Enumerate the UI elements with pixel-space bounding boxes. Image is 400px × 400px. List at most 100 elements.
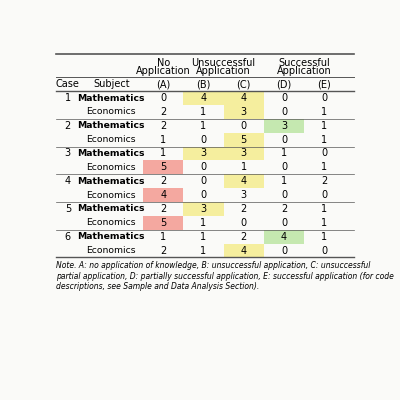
Text: Successful: Successful [278,58,330,68]
Text: Economics: Economics [86,135,136,144]
Text: 1: 1 [200,218,206,228]
Text: 0: 0 [281,246,287,256]
Text: Application: Application [196,66,251,76]
Text: 3: 3 [200,204,206,214]
Text: 0: 0 [281,135,287,145]
Text: 0: 0 [160,93,166,103]
Text: 1: 1 [321,232,328,242]
Text: 6: 6 [65,232,71,242]
Text: 3: 3 [241,148,247,158]
Text: 1: 1 [281,176,287,186]
Text: 1: 1 [321,162,328,172]
Text: 2: 2 [160,107,166,117]
Bar [224,174,264,188]
Text: 3: 3 [241,190,247,200]
Text: 1: 1 [281,148,287,158]
Text: 0: 0 [281,190,287,200]
Text: (A): (A) [156,79,170,89]
Bar [183,202,224,216]
Text: 0: 0 [200,176,206,186]
Text: (E): (E) [318,79,331,89]
Text: Subject: Subject [93,79,130,89]
Text: 4: 4 [65,176,71,186]
Text: 1: 1 [321,135,328,145]
Text: (B): (B) [196,79,211,89]
Bar [224,133,264,146]
Text: 1: 1 [200,232,206,242]
Text: 2: 2 [321,176,328,186]
Text: 4: 4 [241,93,247,103]
Text: 2: 2 [160,246,166,256]
Text: 1: 1 [200,121,206,131]
Text: 1: 1 [241,162,247,172]
Text: 2: 2 [160,204,166,214]
Text: 0: 0 [281,93,287,103]
Text: Economics: Economics [86,190,136,200]
Text: 0: 0 [200,135,206,145]
Text: Mathematics: Mathematics [78,94,145,102]
Text: 0: 0 [321,93,328,103]
Text: 1: 1 [200,107,206,117]
Text: Mathematics: Mathematics [78,232,145,241]
Text: 0: 0 [200,190,206,200]
Text: 1: 1 [321,218,328,228]
Text: No: No [156,58,170,68]
Text: 0: 0 [241,121,247,131]
Bar [224,244,264,258]
Text: 3: 3 [65,148,71,158]
Text: 4: 4 [281,232,287,242]
Text: 2: 2 [160,121,166,131]
Bar [224,105,264,119]
Text: Economics: Economics [86,163,136,172]
Bar [183,91,224,105]
Text: Mathematics: Mathematics [78,204,145,214]
Text: Mathematics: Mathematics [78,149,145,158]
Text: 2: 2 [160,176,166,186]
Text: 0: 0 [281,218,287,228]
Bar [264,119,304,133]
Bar [183,146,224,160]
Bar [143,188,183,202]
Text: 4: 4 [200,93,206,103]
Text: 3: 3 [241,107,247,117]
Text: Economics: Economics [86,246,136,255]
Bar [264,230,304,244]
Text: 2: 2 [281,204,287,214]
Text: 5: 5 [160,218,166,228]
Text: 1: 1 [160,232,166,242]
Text: 2: 2 [241,232,247,242]
Text: 1: 1 [160,148,166,158]
Text: Economics: Economics [86,218,136,227]
Text: 0: 0 [281,162,287,172]
Text: 1: 1 [160,135,166,145]
Text: 1: 1 [321,107,328,117]
Text: 1: 1 [200,246,206,256]
Text: 0: 0 [200,162,206,172]
Text: Unsuccessful: Unsuccessful [192,58,256,68]
Text: Application: Application [136,66,190,76]
Text: Note. A: no application of knowledge, B: unsuccessful application, C: unsuccessf: Note. A: no application of knowledge, B:… [56,261,394,291]
Text: 0: 0 [321,190,328,200]
Text: 2: 2 [241,204,247,214]
Text: Case: Case [56,79,80,89]
Text: 4: 4 [241,246,247,256]
Text: 0: 0 [321,148,328,158]
Text: Mathematics: Mathematics [78,177,145,186]
Text: (C): (C) [236,79,251,89]
Text: 0: 0 [241,218,247,228]
Bar [224,91,264,105]
Text: Application: Application [277,66,332,76]
Bar [224,146,264,160]
Text: 0: 0 [281,107,287,117]
Text: Mathematics: Mathematics [78,121,145,130]
Text: 5: 5 [65,204,71,214]
Text: 1: 1 [65,93,71,103]
Text: 4: 4 [160,190,166,200]
Text: 3: 3 [200,148,206,158]
Text: 3: 3 [281,121,287,131]
Bar [143,216,183,230]
Bar [143,160,183,174]
Text: 1: 1 [321,204,328,214]
Text: 5: 5 [160,162,166,172]
Text: 2: 2 [65,121,71,131]
